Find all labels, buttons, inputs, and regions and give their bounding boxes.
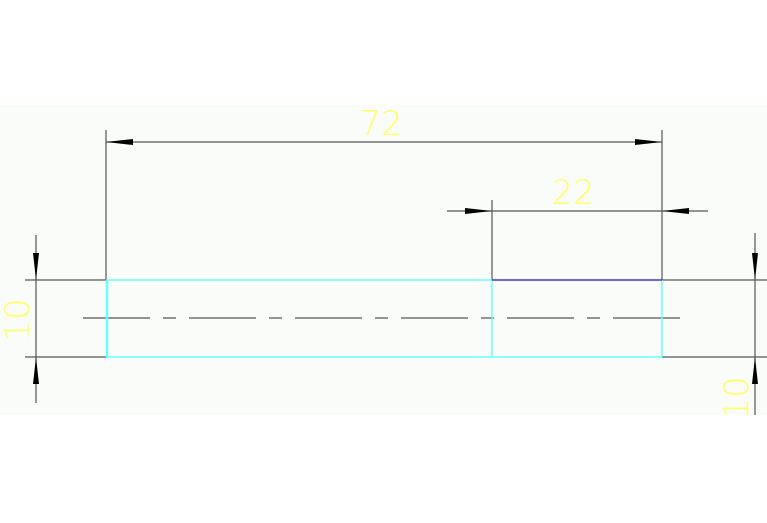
extension-lines — [25, 130, 767, 358]
arrow-icon — [662, 208, 689, 214]
arrow-icon — [33, 253, 39, 280]
dim-text-22: 22 — [551, 173, 594, 213]
dim-text-10-left: 10 — [0, 298, 38, 341]
drawing-area — [0, 105, 767, 415]
arrow-icon — [465, 208, 492, 214]
arrow-icon — [752, 357, 758, 384]
arrow-icon — [33, 357, 39, 384]
dim-text-72: 72 — [359, 104, 402, 144]
part-outline — [105, 279, 663, 358]
arrowheads — [33, 139, 758, 384]
arrow-icon — [752, 253, 758, 280]
arrow-icon — [106, 139, 133, 145]
dim-text-10-right: 10 — [717, 376, 757, 419]
arrow-icon — [635, 139, 662, 145]
